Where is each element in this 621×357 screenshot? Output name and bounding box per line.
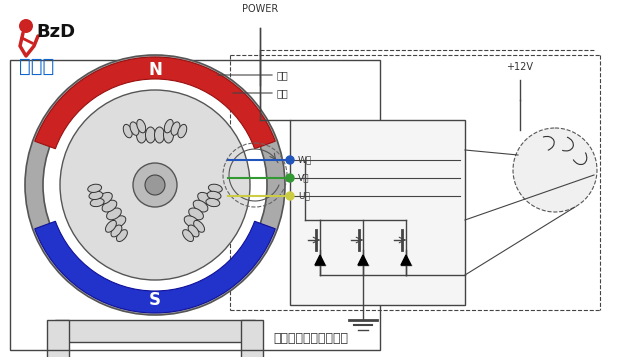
Circle shape xyxy=(60,90,250,280)
Circle shape xyxy=(286,156,294,164)
Text: 无刷直流电机转动原理: 无刷直流电机转动原理 xyxy=(273,332,348,346)
Polygon shape xyxy=(401,255,411,265)
Text: U相: U相 xyxy=(298,191,310,201)
Polygon shape xyxy=(358,255,368,265)
Bar xyxy=(290,120,465,305)
Text: W相: W相 xyxy=(298,156,312,165)
Ellipse shape xyxy=(117,230,127,242)
Ellipse shape xyxy=(165,120,173,133)
Ellipse shape xyxy=(111,216,126,227)
Text: S: S xyxy=(149,291,161,309)
Ellipse shape xyxy=(102,200,117,212)
Wedge shape xyxy=(25,55,285,315)
Ellipse shape xyxy=(88,184,102,192)
Ellipse shape xyxy=(123,124,132,138)
Text: N: N xyxy=(148,61,162,79)
Ellipse shape xyxy=(145,127,155,143)
Circle shape xyxy=(286,192,294,200)
Text: +12V: +12V xyxy=(507,62,533,72)
Text: POWER: POWER xyxy=(242,4,278,14)
Ellipse shape xyxy=(209,184,222,192)
Circle shape xyxy=(133,163,177,207)
Ellipse shape xyxy=(207,191,221,200)
Ellipse shape xyxy=(206,198,220,207)
Circle shape xyxy=(513,128,597,212)
Circle shape xyxy=(145,175,165,195)
Ellipse shape xyxy=(130,122,139,135)
Ellipse shape xyxy=(197,192,212,204)
Bar xyxy=(47,320,69,357)
Ellipse shape xyxy=(111,225,122,237)
Text: V相: V相 xyxy=(298,174,309,182)
Ellipse shape xyxy=(97,192,112,204)
Circle shape xyxy=(19,19,33,33)
Bar xyxy=(10,60,380,350)
Bar xyxy=(241,320,263,357)
Ellipse shape xyxy=(137,120,146,133)
Ellipse shape xyxy=(189,208,204,220)
Ellipse shape xyxy=(178,124,187,138)
Text: 转子: 转子 xyxy=(277,70,289,80)
Ellipse shape xyxy=(90,198,104,207)
Ellipse shape xyxy=(193,200,208,212)
Ellipse shape xyxy=(171,122,180,135)
Wedge shape xyxy=(35,221,275,313)
Ellipse shape xyxy=(89,191,103,200)
Ellipse shape xyxy=(163,127,173,143)
Text: 定子: 定子 xyxy=(277,88,289,98)
Ellipse shape xyxy=(184,216,199,227)
Bar xyxy=(55,320,255,342)
Ellipse shape xyxy=(137,127,147,143)
Ellipse shape xyxy=(106,220,116,232)
Polygon shape xyxy=(315,255,325,265)
Wedge shape xyxy=(35,57,275,149)
Ellipse shape xyxy=(188,225,199,237)
Ellipse shape xyxy=(155,127,165,143)
Text: BzD: BzD xyxy=(36,23,75,41)
Circle shape xyxy=(286,174,294,182)
Ellipse shape xyxy=(107,208,121,220)
Ellipse shape xyxy=(183,230,194,242)
Ellipse shape xyxy=(194,220,204,232)
Text: 博智达: 博智达 xyxy=(19,56,54,75)
